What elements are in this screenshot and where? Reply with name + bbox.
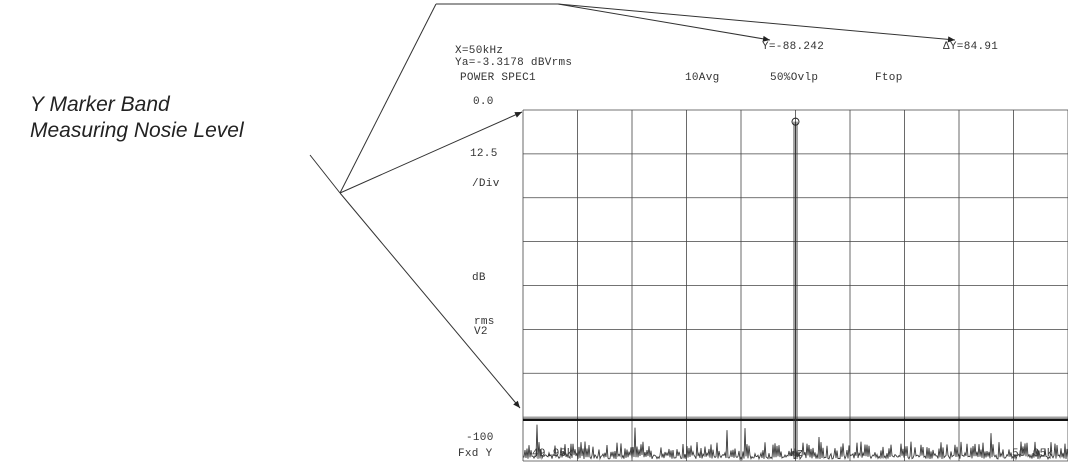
y-marker-readout: Y=-88.242 — [762, 41, 825, 53]
unit-v2-label: V2 — [474, 326, 488, 338]
unit-db-label: dB — [472, 272, 486, 284]
overlap-label: 50%Ovlp — [770, 72, 819, 84]
bottom-ref-label: -100 — [466, 432, 494, 444]
x-marker-readout: X=50kHz — [455, 45, 504, 57]
top-ref-label: 0.0 — [473, 96, 494, 108]
delta-y-readout: ΔY=84.91 — [943, 41, 999, 53]
peak-signal — [791, 117, 800, 459]
callout-lines — [309, 3, 956, 409]
arrow-head-top-ref — [514, 112, 522, 118]
callout-label: Y Marker Band Measuring Nosie Level — [30, 92, 244, 144]
callout-line-band — [339, 192, 521, 409]
arrow-head-delta — [947, 36, 955, 43]
callout-line-1: Y Marker Band — [30, 93, 170, 116]
callout-line-to-delta — [557, 3, 956, 41]
callout-line-top — [339, 3, 437, 194]
arrow-head-band — [513, 400, 520, 408]
averages-label: 10Avg — [685, 72, 720, 84]
marker-circle — [791, 117, 800, 126]
scale-value-label: 12.5 — [470, 148, 498, 160]
scale-unit-label: /Div — [472, 178, 500, 190]
trace-name: POWER SPEC1 — [460, 72, 536, 84]
callout-leader — [309, 154, 341, 194]
arrow-head-y — [762, 35, 770, 42]
ya-value-readout: Ya=-3.3178 dBVrms — [455, 57, 573, 69]
callout-line-2: Measuring Nosie Level — [30, 119, 244, 142]
window-label: Ftop — [875, 72, 903, 84]
callout-line-to-y — [557, 3, 771, 41]
unit-rms-label: rms — [474, 316, 495, 328]
fxd-y-label: Fxd Y — [458, 448, 493, 460]
callout-line-top-ref — [339, 111, 523, 194]
